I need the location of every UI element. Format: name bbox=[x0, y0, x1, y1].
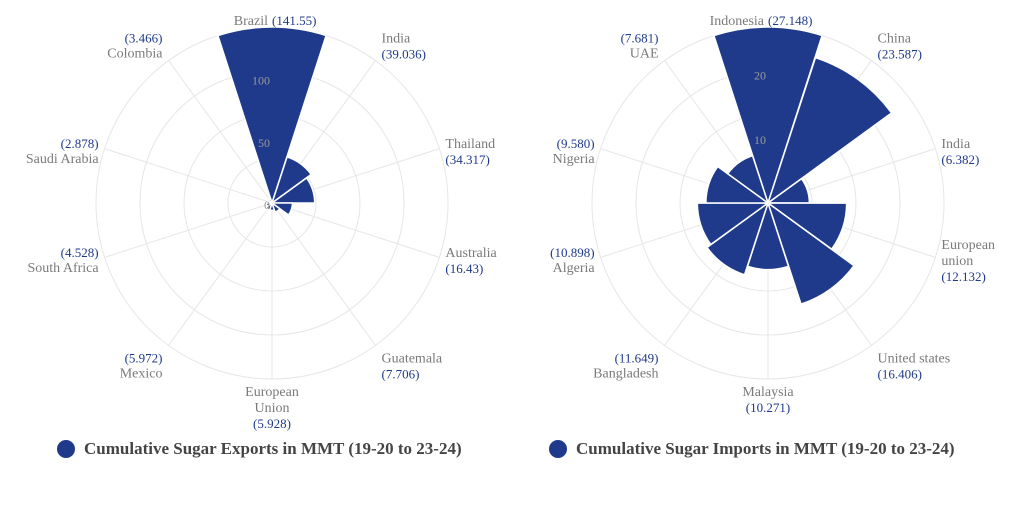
exports-bars bbox=[216, 26, 328, 217]
exports-category-label: Colombia bbox=[107, 47, 163, 62]
imports-bar-china bbox=[766, 56, 893, 205]
imports-legend-marker bbox=[549, 440, 567, 458]
imports-value-label: (23.587) bbox=[878, 47, 922, 62]
imports-category-label: union bbox=[941, 254, 973, 269]
exports-value-label: (4.528) bbox=[61, 245, 99, 260]
exports-category-label: Mexico bbox=[120, 366, 163, 381]
imports-category-label: European bbox=[941, 238, 995, 253]
imports-value-label: (7.681) bbox=[621, 31, 659, 46]
imports-value-label: (6.382) bbox=[941, 152, 979, 167]
imports-value-label: (9.580) bbox=[557, 136, 595, 151]
imports-category-label: Malaysia bbox=[742, 385, 794, 400]
exports-bar-brazil bbox=[216, 26, 328, 206]
imports-bars bbox=[696, 26, 893, 306]
imports-value-label: (11.649) bbox=[615, 350, 659, 365]
exports-category-label: European bbox=[245, 385, 299, 400]
exports-value-label: (34.317) bbox=[445, 152, 489, 167]
imports-radial-ticks: 10 20 bbox=[754, 68, 766, 147]
imports-value-label: (27.148) bbox=[768, 13, 812, 28]
imports-value-label: (16.406) bbox=[878, 366, 922, 381]
exports-category-label: Saudi Arabia bbox=[26, 152, 99, 167]
exports-legend-marker bbox=[57, 440, 75, 458]
exports-bar-india bbox=[270, 155, 313, 205]
imports-legend: Cumulative Sugar Imports in MMT (19-20 t… bbox=[549, 439, 955, 459]
exports-category-label: India bbox=[382, 32, 412, 47]
exports-category-label: Thailand bbox=[445, 137, 495, 152]
imports-bar-bangladesh bbox=[705, 201, 770, 276]
exports-grid-spoke bbox=[271, 202, 376, 346]
imports-bar-united-states bbox=[766, 201, 855, 306]
exports-bar-guatemala bbox=[270, 201, 281, 214]
imports-category-label: United states bbox=[878, 351, 951, 366]
exports-grid-spoke bbox=[168, 202, 273, 346]
imports-tick-label: 20 bbox=[754, 68, 766, 82]
exports-category-label: Brazil bbox=[234, 14, 268, 29]
imports-category-label: China bbox=[878, 32, 912, 47]
imports-category-label: India bbox=[941, 137, 971, 152]
exports-category-label: Guatemala bbox=[382, 351, 443, 366]
exports-grid-spoke bbox=[104, 148, 273, 204]
exports-value-label: (39.036) bbox=[382, 47, 426, 62]
exports-radial-ticks: 0 50 100 bbox=[252, 74, 270, 212]
imports-category-label: UAE bbox=[630, 47, 659, 62]
exports-value-label: (2.878) bbox=[61, 136, 99, 151]
exports-category-label: South Africa bbox=[27, 261, 99, 276]
imports-value-label: (10.898) bbox=[550, 245, 594, 260]
exports-value-label: (5.928) bbox=[253, 416, 291, 431]
imports-category-label: Indonesia bbox=[710, 14, 765, 29]
exports-grid-spoke bbox=[271, 202, 440, 258]
imports-bar-nigeria bbox=[705, 165, 771, 204]
exports-category-label: Union bbox=[255, 401, 290, 416]
imports-bar-uae bbox=[726, 154, 770, 205]
imports-category-label: Nigeria bbox=[553, 152, 596, 167]
imports-category-label: Algeria bbox=[553, 261, 596, 276]
exports-grid-spoke bbox=[104, 202, 273, 258]
imports-value-label: (10.271) bbox=[746, 400, 790, 415]
exports-category-label: Australia bbox=[445, 246, 497, 261]
exports-value-label: (7.706) bbox=[382, 366, 420, 381]
exports-value-label: (3.466) bbox=[125, 31, 163, 46]
imports-tick-label: 10 bbox=[754, 133, 766, 147]
exports-bar-colombia bbox=[267, 197, 274, 205]
exports-legend: Cumulative Sugar Exports in MMT (19-20 t… bbox=[57, 439, 462, 459]
exports-labels: Brazil (141.55) India(39.036) Thailand(34.3… bbox=[26, 13, 498, 431]
exports-legend-label: Cumulative Sugar Exports in MMT (19-20 t… bbox=[84, 439, 462, 458]
exports-bar-south-africa bbox=[265, 202, 275, 208]
imports-labels: Indonesia (27.148) China(23.587) India(6.38… bbox=[550, 13, 995, 415]
imports-value-label: (12.132) bbox=[941, 269, 985, 284]
imports-bar-indonesia bbox=[712, 26, 824, 206]
exports-tick-label: 100 bbox=[252, 74, 270, 88]
exports-bar-thailand bbox=[269, 176, 316, 204]
imports-legend-label: Cumulative Sugar Imports in MMT (19-20 t… bbox=[576, 439, 955, 458]
exports-value-label: (141.55) bbox=[272, 13, 316, 28]
exports-tick-label: 0 bbox=[264, 198, 270, 212]
exports-value-label: (5.972) bbox=[125, 350, 163, 365]
exports-value-label: (16.43) bbox=[445, 261, 483, 276]
exports-tick-label: 50 bbox=[258, 136, 270, 150]
imports-bar-algeria bbox=[696, 202, 771, 246]
exports-grid-spoke bbox=[168, 60, 273, 204]
imports-category-label: Bangladesh bbox=[593, 366, 658, 381]
